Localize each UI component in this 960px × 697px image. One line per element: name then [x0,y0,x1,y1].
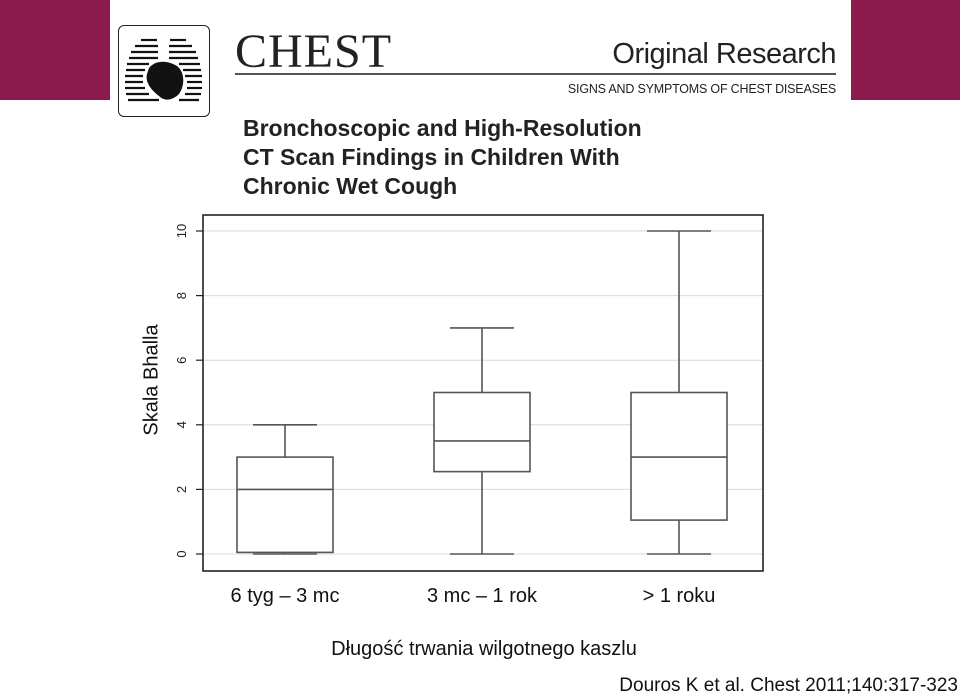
source-citation: Douros K et al. Chest 2011;140:317-323 [619,675,958,696]
boxes [236,230,728,555]
x-category-label: 3 mc – 1 rok [426,585,538,607]
section-label: Original Research [612,38,836,70]
article-title: Bronchoscopic and High-Resolution CT Sca… [243,114,642,201]
box [630,391,728,521]
x-category-label: > 1 roku [642,585,716,607]
article-title-line: CT Scan Findings in Children With [243,144,620,170]
article-title-line: Chronic Wet Cough [243,173,458,199]
y-axis-label: Skala Bhalla [140,324,163,436]
box [433,391,531,473]
header-rule [235,73,836,75]
y-tick-label: 6 [174,357,189,364]
y-tick-label: 4 [174,421,189,428]
y-tick-label: 10 [174,224,189,238]
y-tick-label: 2 [174,486,189,493]
journal-name: CHEST [235,25,393,78]
box [236,456,334,554]
accent-band-right [851,0,960,100]
y-tick-label: 0 [174,550,189,557]
article-title-line: Bronchoscopic and High-Resolution [243,115,642,141]
y-tick-label: 8 [174,292,189,299]
lungs-heart-logo-icon [125,38,202,102]
journal-header [110,0,851,115]
plot-frame [202,214,764,572]
y-axis: 0 2 4 6 8 10 [174,224,203,558]
x-axis-label: Długość trwania wilgotnego kaszlu [331,638,637,660]
subsection-label: SIGNS AND SYMPTOMS OF CHEST DISEASES [567,82,836,96]
accent-band-left [0,0,110,100]
chest-logo [118,25,210,117]
x-category-label: 6 tyg – 3 mc [230,585,340,607]
